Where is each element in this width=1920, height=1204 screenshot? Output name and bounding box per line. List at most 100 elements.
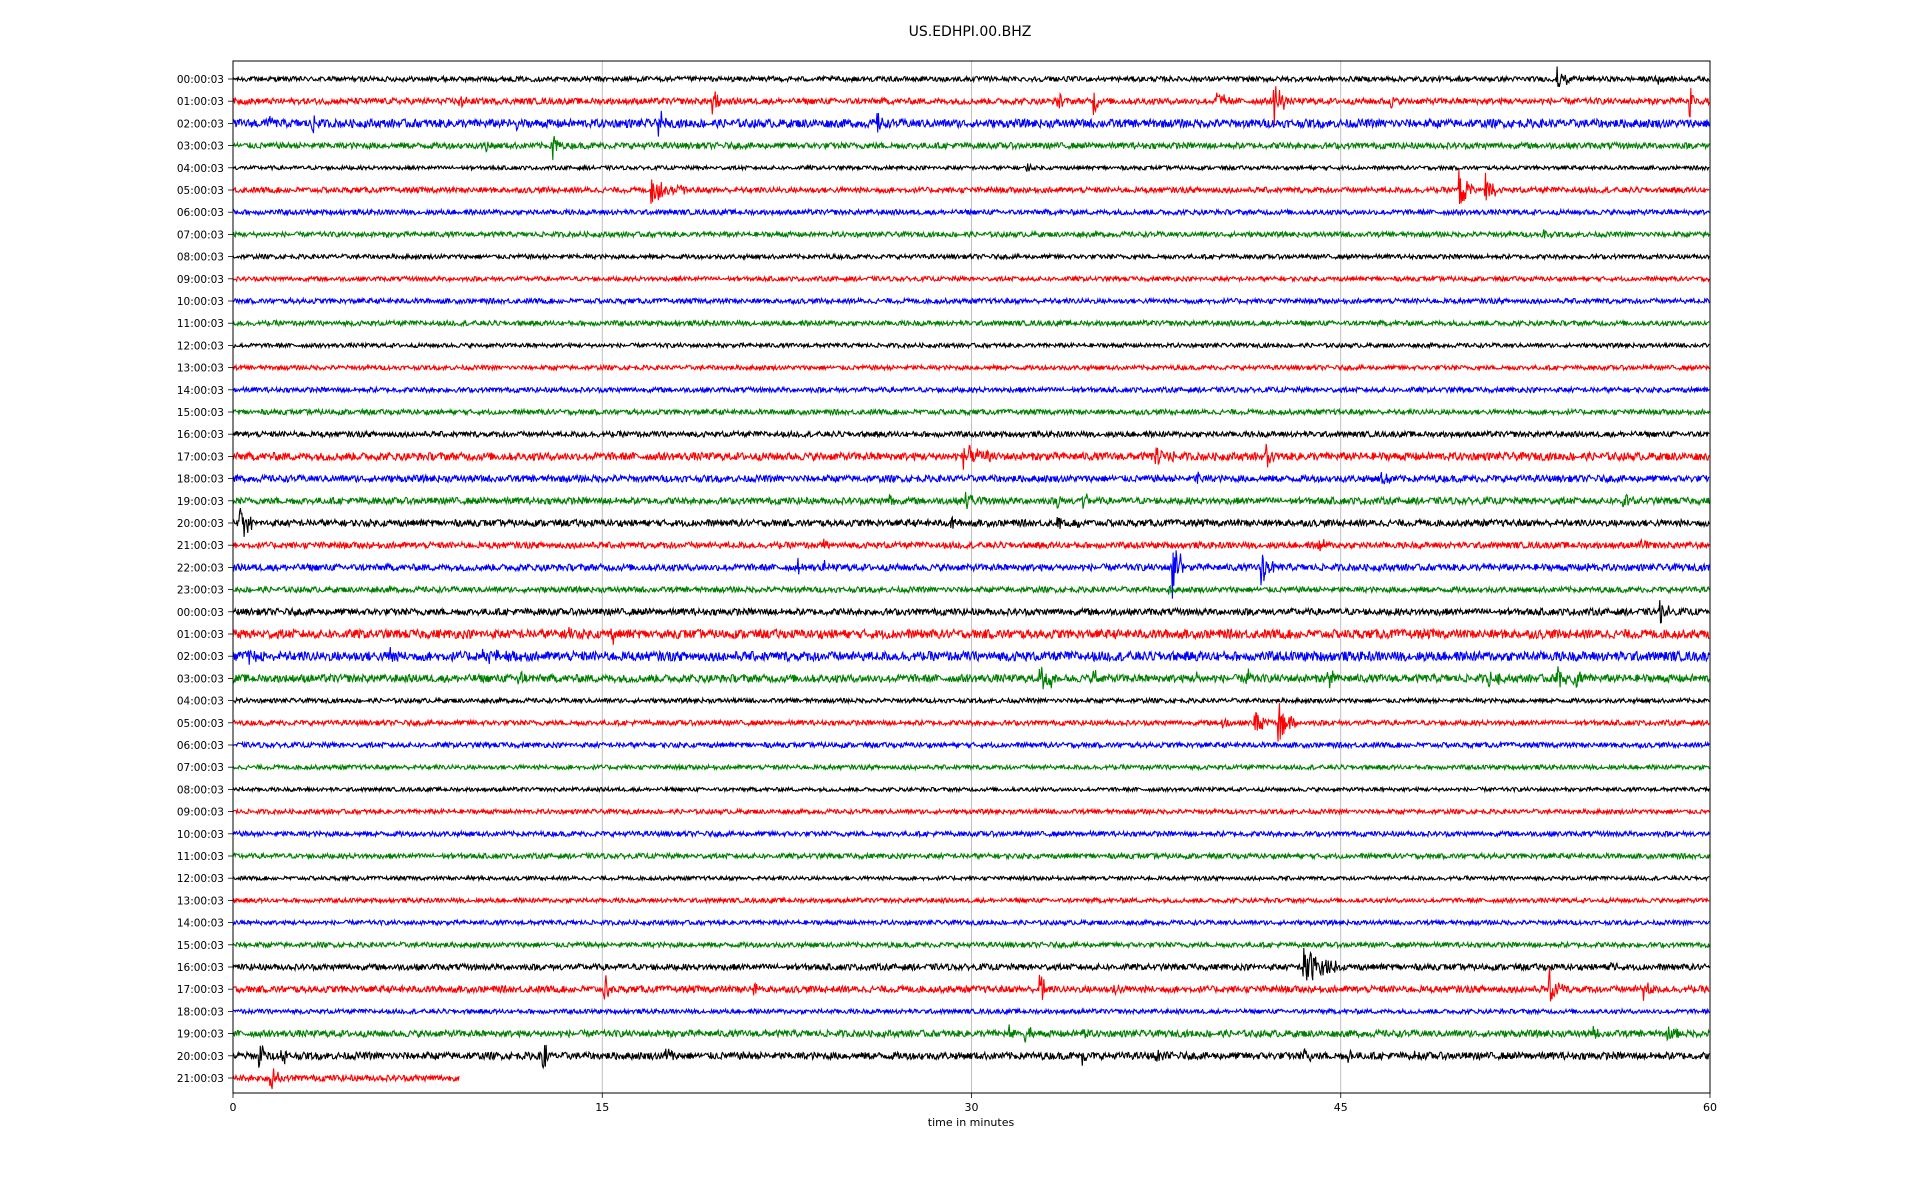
trace-row-4 <box>232 162 1710 172</box>
trace-layer <box>232 66 1710 1090</box>
trace-row-32 <box>232 785 1710 794</box>
chart-title: US.EDHPI.00.BHZ <box>909 24 1032 40</box>
trace-row-13 <box>232 363 1710 372</box>
trace-row-11 <box>232 318 1710 328</box>
row-label: 23:00:03 <box>177 585 224 597</box>
row-label: 14:00:03 <box>177 385 224 397</box>
trace-row-21 <box>232 537 1710 552</box>
row-label: 16:00:03 <box>177 429 224 441</box>
trace-row-33 <box>232 807 1710 816</box>
trace-row-20 <box>232 507 1710 537</box>
row-label: 21:00:03 <box>177 1073 224 1085</box>
row-label: 10:00:03 <box>177 296 224 308</box>
row-label: 04:00:03 <box>177 696 224 708</box>
trace-row-22 <box>232 550 1710 599</box>
row-label: 17:00:03 <box>177 451 224 463</box>
trace-row-2 <box>232 110 1710 137</box>
trace-row-7 <box>232 229 1710 239</box>
row-label: 20:00:03 <box>177 518 224 530</box>
row-label: 07:00:03 <box>177 229 224 241</box>
row-label: 05:00:03 <box>177 185 224 197</box>
trace-row-24 <box>232 600 1710 624</box>
trace-row-9 <box>232 274 1710 284</box>
row-label: 14:00:03 <box>177 918 224 930</box>
row-label: 07:00:03 <box>177 762 224 774</box>
trace-row-38 <box>232 918 1710 927</box>
row-label: 16:00:03 <box>177 962 224 974</box>
row-label: 02:00:03 <box>177 651 224 663</box>
trace-row-15 <box>232 407 1710 417</box>
trace-row-44 <box>232 1044 1710 1070</box>
row-label: 12:00:03 <box>177 340 224 352</box>
trace-row-41 <box>232 967 1710 1002</box>
row-label: 09:00:03 <box>177 807 224 819</box>
trace-row-12 <box>232 341 1710 350</box>
row-label: 20:00:03 <box>177 1051 224 1063</box>
row-label: 18:00:03 <box>177 474 224 486</box>
row-label: 03:00:03 <box>177 673 224 685</box>
row-label: 15:00:03 <box>177 407 224 419</box>
row-label: 19:00:03 <box>177 1029 224 1041</box>
trace-row-16 <box>232 429 1710 440</box>
row-label: 17:00:03 <box>177 984 224 996</box>
row-label: 10:00:03 <box>177 829 224 841</box>
trace-row-45 <box>232 1068 460 1090</box>
trace-row-14 <box>232 385 1710 395</box>
x-tick-label: 45 <box>1334 1101 1348 1114</box>
row-label: 06:00:03 <box>177 207 224 219</box>
row-label: 22:00:03 <box>177 562 224 574</box>
trace-row-1 <box>232 86 1710 125</box>
trace-row-40 <box>232 947 1710 981</box>
row-label: 05:00:03 <box>177 718 224 730</box>
trace-row-30 <box>232 740 1710 750</box>
x-axis-label: time in minutes <box>928 1116 1015 1129</box>
trace-row-19 <box>232 491 1710 509</box>
x-tick-label: 0 <box>230 1101 237 1114</box>
trace-row-34 <box>232 829 1710 839</box>
trace-row-29 <box>232 703 1710 742</box>
x-axis-ticks: 0 15 30 45 60 <box>230 1093 1717 1114</box>
trace-row-36 <box>232 874 1710 883</box>
x-tick-label: 60 <box>1703 1101 1717 1114</box>
row-label: 11:00:03 <box>177 318 224 330</box>
trace-row-25 <box>232 626 1710 645</box>
trace-row-0 <box>232 66 1710 88</box>
plot-frame <box>232 60 1711 1094</box>
trace-row-28 <box>232 696 1710 705</box>
trace-row-39 <box>232 940 1710 950</box>
trace-row-18 <box>232 471 1710 485</box>
trace-row-35 <box>232 851 1710 861</box>
row-label: 00:00:03 <box>177 607 224 619</box>
row-label: 11:00:03 <box>177 851 224 863</box>
trace-row-26 <box>232 646 1710 665</box>
row-label: 08:00:03 <box>177 252 224 264</box>
trace-row-43 <box>232 1024 1710 1043</box>
row-label: 00:00:03 <box>177 74 224 86</box>
row-label: 08:00:03 <box>177 784 224 796</box>
row-label: 12:00:03 <box>177 873 224 885</box>
row-label: 13:00:03 <box>177 363 224 375</box>
row-label: 03:00:03 <box>177 141 224 153</box>
trace-row-31 <box>232 762 1710 772</box>
row-label: 19:00:03 <box>177 496 224 508</box>
row-label: 15:00:03 <box>177 940 224 952</box>
row-label: 06:00:03 <box>177 740 224 752</box>
row-label: 01:00:03 <box>177 96 224 108</box>
row-label: 09:00:03 <box>177 274 224 286</box>
trace-row-6 <box>232 207 1710 217</box>
trace-row-5 <box>232 169 1710 205</box>
trace-row-37 <box>232 896 1710 905</box>
row-label: 01:00:03 <box>177 629 224 641</box>
trace-row-42 <box>232 1007 1710 1016</box>
row-label: 21:00:03 <box>177 540 224 552</box>
row-label: 04:00:03 <box>177 163 224 175</box>
row-label: 18:00:03 <box>177 1006 224 1018</box>
trace-row-8 <box>232 252 1710 261</box>
row-label: 13:00:03 <box>177 895 224 907</box>
row-labels: 00:00:03 01:00:03 02:00:03 03:00:03 04:00:03… <box>177 74 233 1085</box>
trace-row-27 <box>232 666 1710 690</box>
trace-row-10 <box>232 296 1710 306</box>
row-label: 02:00:03 <box>177 118 224 130</box>
